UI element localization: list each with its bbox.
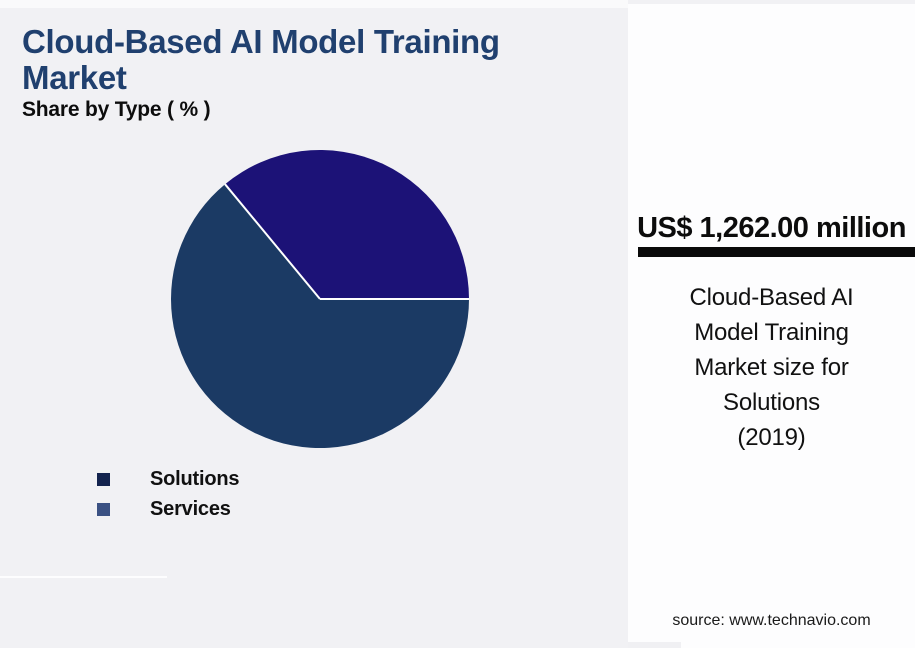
highlight-panel: US$ 1,262.00 million Cloud-Based AI Mode… (628, 4, 915, 648)
market-size-value: US$ 1,262.00 million (637, 212, 906, 244)
market-size-description: Cloud-Based AI Model Training Market siz… (689, 284, 854, 451)
legend-marker-solutions (97, 472, 110, 486)
legend-label-solutions: Solutions (150, 467, 240, 490)
pie-divider (224, 183, 321, 300)
panel-corner-notch (628, 642, 681, 648)
pie-slice-services (225, 149, 469, 299)
bottom-left-divider (0, 576, 167, 578)
chart-subtitle: Share by Type ( % ) (22, 98, 211, 121)
legend-item-services: Services (97, 494, 239, 524)
pie-chart (171, 149, 469, 448)
top-light-strip (0, 0, 628, 8)
legend-item-solutions: Solutions (97, 464, 240, 494)
chart-legend: Solutions Services (97, 464, 240, 524)
pie-slice-solutions (171, 184, 469, 448)
legend-label-services: Services (150, 497, 231, 520)
source-credit: source: www.technavio.com (672, 612, 871, 629)
panel-rule (638, 247, 915, 257)
legend-marker-services (97, 502, 110, 516)
page-title: Cloud-Based AI Model Training Market (22, 23, 500, 96)
